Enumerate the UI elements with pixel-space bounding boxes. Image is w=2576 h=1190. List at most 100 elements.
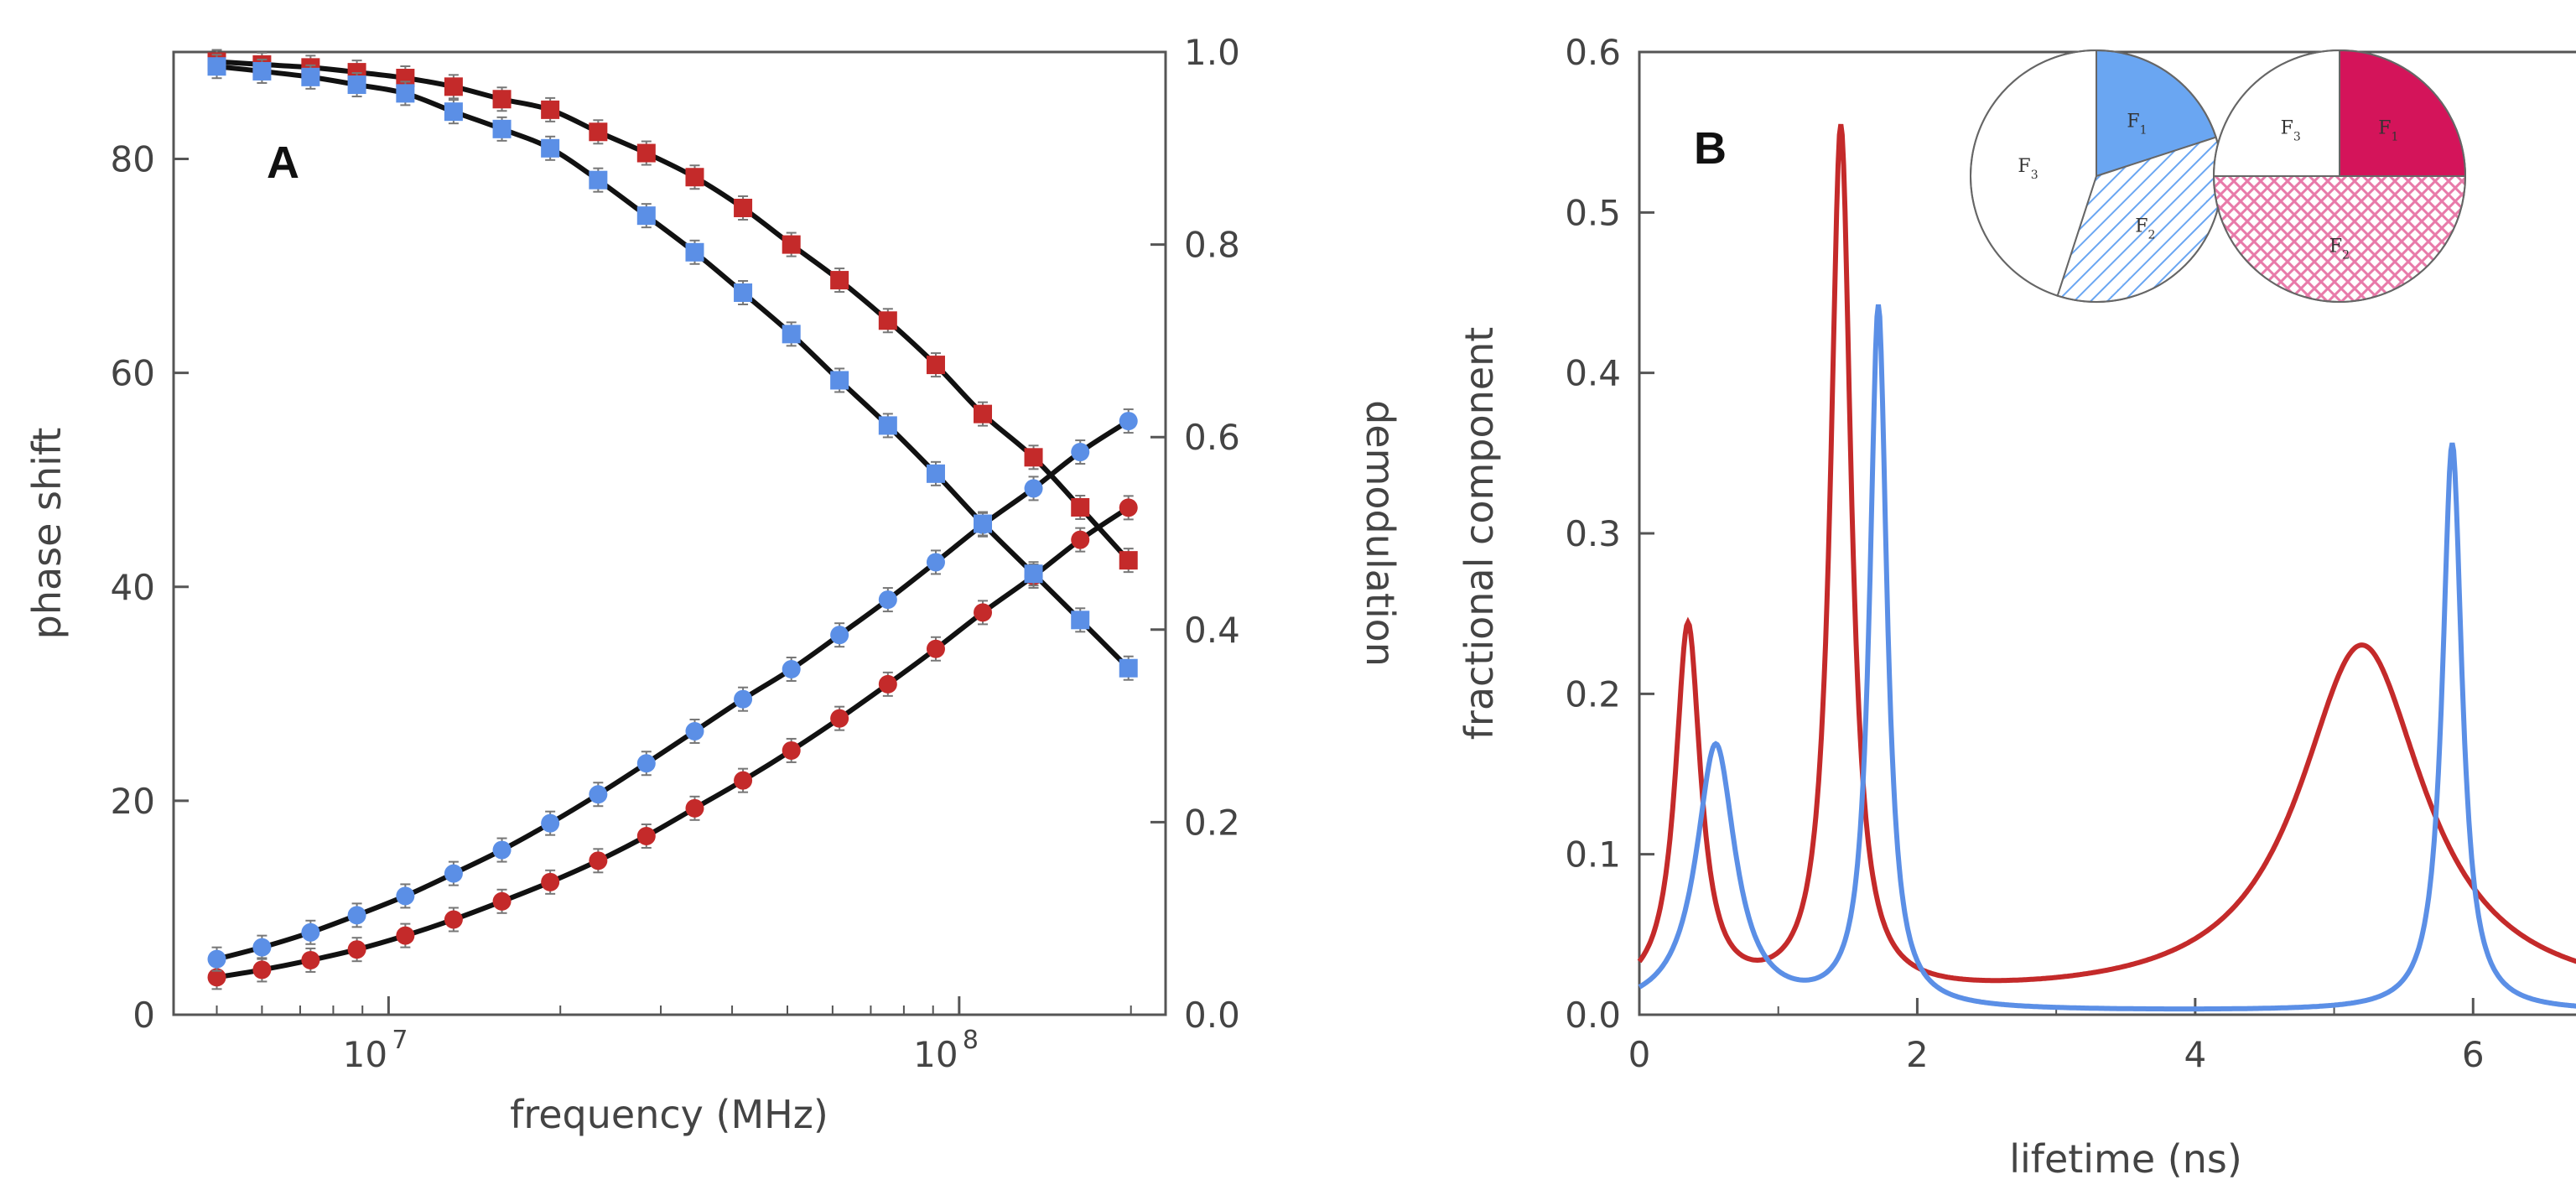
panel-b-x-tick-label: 0: [1628, 1034, 1651, 1075]
panel-a-data-point: [734, 198, 753, 217]
panel-a-data-point: [636, 143, 656, 163]
panel-a-data-point: [252, 61, 272, 81]
panel-a-data-point: [1071, 443, 1090, 462]
panel-a-x-tick-exponent: 7: [392, 1026, 408, 1055]
panel-a-data-point: [492, 891, 512, 911]
pie-outline: [2213, 49, 2466, 303]
panel-a-data-point: [636, 206, 656, 226]
panel-a-data-point: [685, 242, 704, 262]
panel-a-data-point: [301, 67, 320, 86]
panel-a-data-point: [207, 57, 226, 76]
panel-b-y-tick-label: 0.3: [1565, 513, 1621, 554]
panel-a-data-point: [830, 371, 849, 390]
panel-a-frame: [172, 50, 1167, 1016]
panel-a-data-point: [1071, 530, 1090, 549]
panel-a-data-point: [1119, 551, 1138, 570]
panel-a-data-point: [1024, 479, 1043, 498]
panel-a-data-point: [878, 590, 897, 610]
pie-slice: [2212, 49, 2340, 177]
panel-a-data-point: [444, 102, 463, 122]
panel-a-fit-curve: [216, 64, 1130, 670]
panel-b-x-tick-label: 6: [2462, 1034, 2485, 1075]
panel-a-data-point: [252, 960, 272, 980]
panel-b-y-axis-label: fractional component: [1457, 327, 1502, 741]
panel-a-data-point: [1071, 498, 1090, 517]
panel-a-data-point: [347, 940, 366, 959]
panel-a-data-point: [252, 938, 272, 957]
panel-b-x-axis-label: lifetime (ns): [2009, 1136, 2242, 1182]
panel-a-data-point: [541, 138, 560, 158]
panel-a-data-point: [926, 553, 945, 572]
panel-b-series-blue: [1638, 304, 2576, 1012]
panel-a-data-point: [830, 709, 849, 728]
panel-a-y-left-tick-label: 40: [111, 567, 155, 608]
panel-a-data-point: [589, 851, 608, 870]
panel-a-data-point: [541, 813, 560, 833]
panel-a-data-point: [1119, 658, 1138, 678]
panel-b-y-tick-label: 0.5: [1565, 192, 1621, 233]
panel-a-data-point: [636, 826, 656, 845]
panel-b-x-tick-label: 4: [2184, 1034, 2206, 1075]
panel-a-y-right-label: demodulation: [1358, 400, 1403, 667]
panel-a-data-point: [541, 100, 560, 119]
panel-a-label: A: [267, 138, 299, 188]
panel-a-data-point: [396, 84, 415, 103]
panel-b-x-tick-label: 2: [1906, 1034, 1929, 1075]
panel-a-data-point: [589, 122, 608, 142]
panel-a-data-point: [301, 922, 320, 942]
panel-a-data-point: [1071, 611, 1090, 630]
panel-a-data-point: [685, 168, 704, 187]
panel-a-data-point: [347, 906, 366, 925]
panel-b-y-tick-label: 0.2: [1565, 673, 1621, 715]
panel-a-data-point: [878, 674, 897, 694]
panel-a-data-point: [396, 886, 415, 906]
panel-a-data-point: [782, 741, 801, 760]
panel-a-data-point: [974, 404, 993, 424]
panel-a-data-point: [444, 910, 463, 929]
panel-a-data-point: [782, 235, 801, 254]
panel-a-data-point: [301, 950, 320, 969]
pie-slice: [2339, 49, 2467, 177]
panel-a-x-tick-label: 10: [343, 1034, 387, 1075]
panel-a-data-point: [926, 356, 945, 375]
panel-a-data-point: [1119, 412, 1138, 431]
panel-a-y-left-tick-label: 60: [111, 353, 155, 394]
panel-a-data-point: [926, 639, 945, 658]
panel-a-y-right-tick-label: 1.0: [1184, 32, 1240, 73]
panel-a-y-left-tick-label: 80: [111, 139, 155, 180]
panel-a-y-right-tick-label: 0.4: [1184, 610, 1240, 651]
panel-a-data-point: [734, 771, 753, 790]
panel-a-data-point: [207, 949, 226, 969]
panel-b-y-tick-label: 0.0: [1565, 995, 1621, 1036]
panel-a-x-axis-label: frequency (MHz): [510, 1092, 828, 1137]
panel-b-chart: B 0.0 0.1 0.2 0.3 0.4 0.5 0.6 0 2 4 6 F1F2F3F1F2F3…: [1457, 32, 2576, 1182]
panel-a-data-point: [974, 514, 993, 533]
panel-a-x-tick-label: 10: [913, 1034, 958, 1075]
panel-a-data-point: [734, 689, 753, 709]
panel-a-data-point: [685, 798, 704, 818]
panel-a-y-right-tick-label: 0.8: [1184, 225, 1240, 266]
panel-a-data-point: [685, 721, 704, 741]
panel-a-data-point: [444, 864, 463, 883]
panel-a-data-point: [782, 659, 801, 678]
panel-a-y-left-tick-label: 0: [132, 995, 155, 1036]
panel-a-data-point: [636, 754, 656, 773]
panel-a-data-point: [396, 926, 415, 945]
panel-a-y-right-tick-label: 0.0: [1184, 995, 1240, 1036]
panel-b-y-tick-label: 0.1: [1565, 834, 1621, 876]
panel-a-data-point: [396, 68, 415, 87]
panel-a-data-point: [974, 603, 993, 622]
panel-a-data-point: [926, 464, 945, 483]
panel-a-data-point: [878, 311, 897, 330]
panel-a-fit-curve: [216, 59, 1130, 563]
panel-b-series-red: [1637, 123, 2576, 984]
panel-a-data-point: [782, 325, 801, 344]
panel-a-y-right-tick-label: 0.6: [1184, 417, 1240, 458]
panel-a-data-point: [207, 968, 226, 987]
panel-b-y-tick-label: 0.6: [1565, 32, 1621, 73]
panel-a-data-point: [734, 283, 753, 302]
panel-a-data-point: [830, 271, 849, 290]
panel-a-data-point: [492, 90, 512, 109]
